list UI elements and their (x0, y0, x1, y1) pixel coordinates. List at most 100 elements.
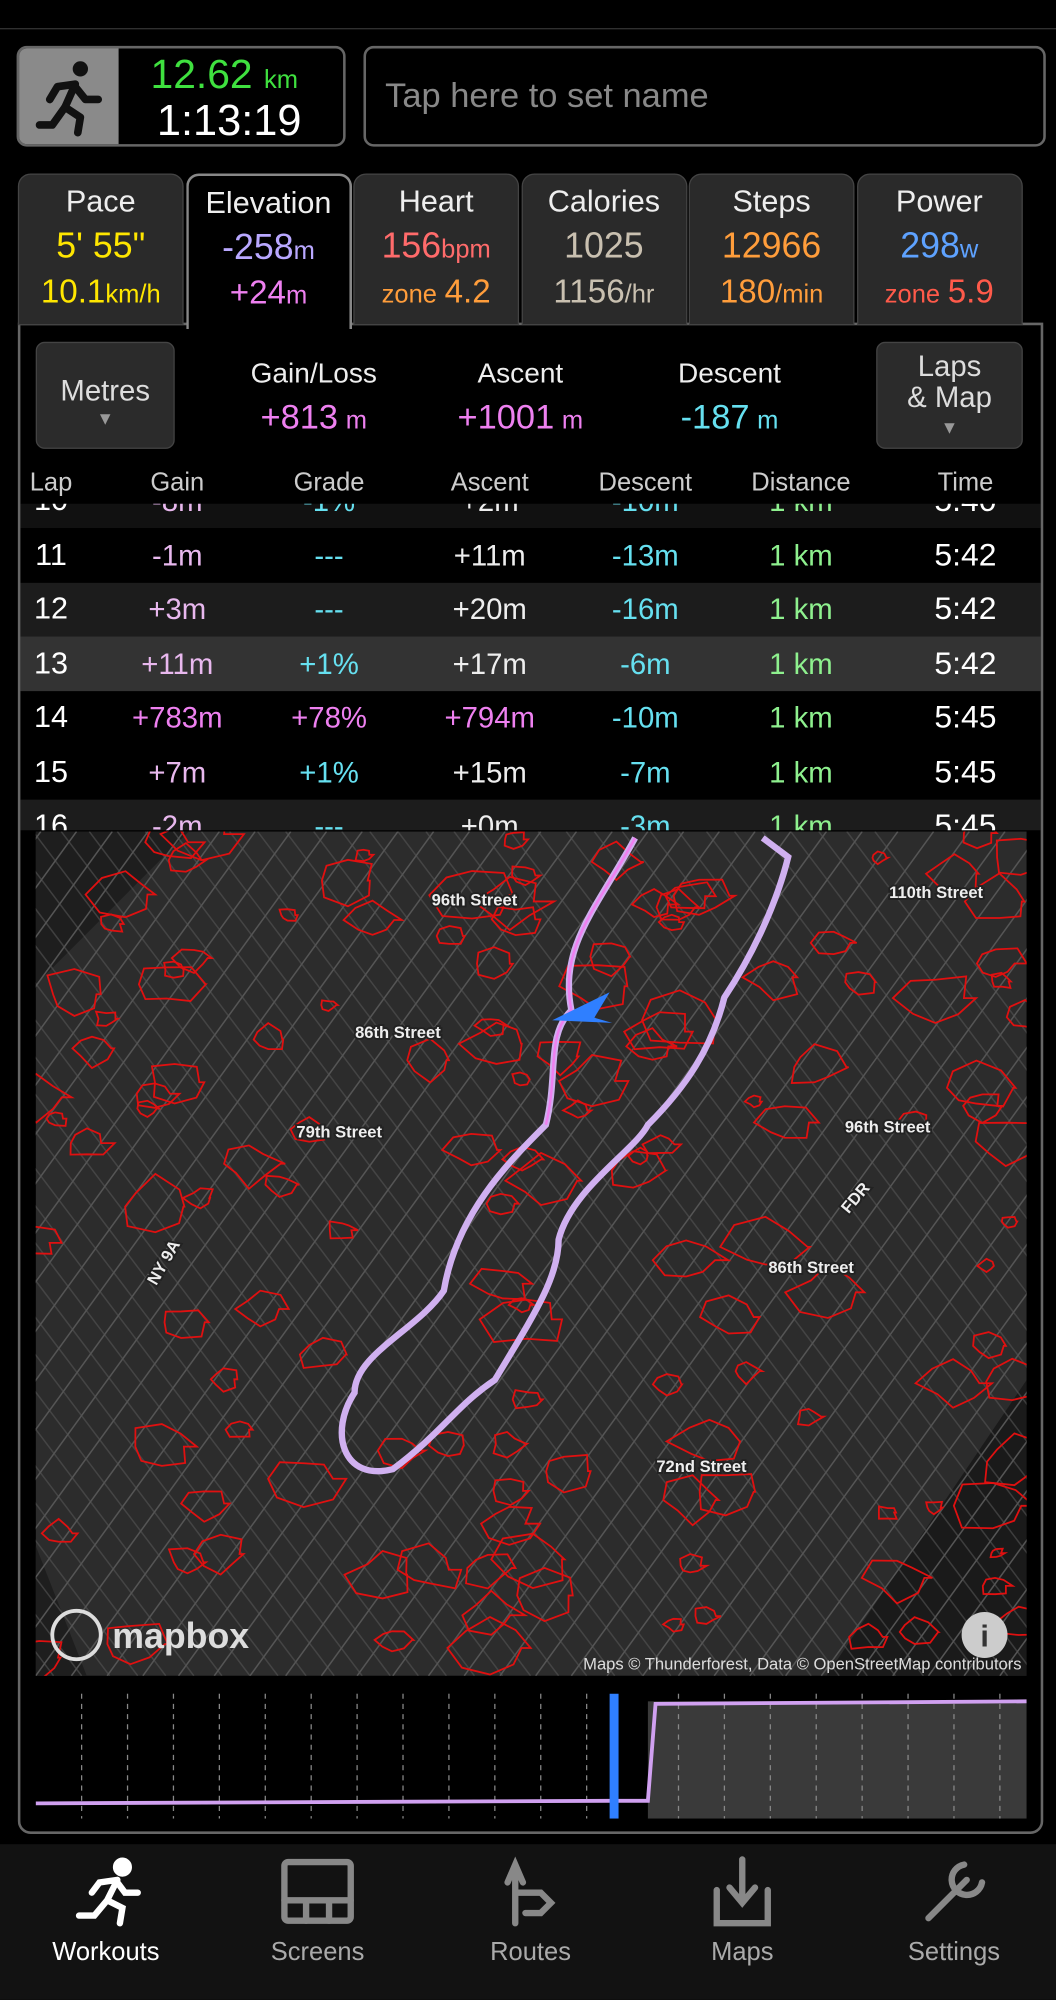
tab-bar-label[interactable]: Settings (907, 1938, 1001, 1967)
table-cell: +11m (453, 538, 526, 572)
tab-bar-label[interactable]: Screens (270, 1938, 365, 1967)
column-header: Distance (751, 468, 851, 497)
table-cell: 1 km (769, 538, 833, 572)
column-header: Grade (293, 468, 365, 497)
tab-bar-label[interactable]: Routes (490, 1938, 571, 1967)
metric-tab[interactable]: Steps 12966 180/min (688, 173, 855, 326)
table-cell: -10m (612, 504, 679, 519)
stat-value-line: +813 m (199, 398, 429, 438)
table-cell: +794m (444, 700, 535, 734)
table-row[interactable] (20, 636, 1041, 691)
map-label: 72nd Street (656, 1457, 747, 1476)
metric-tab[interactable]: Heart 156bpm zone 4.2 (353, 173, 520, 326)
table-cell: -2m (152, 809, 203, 831)
tab-value-line: 1025 (522, 226, 685, 267)
table-cell: -10m (611, 700, 679, 734)
tab-value-line: zone 5.9 (858, 272, 1021, 312)
tab-value: 298 (900, 225, 960, 266)
tab-value: 180 (719, 271, 776, 310)
tab-value-line: 12966 (690, 226, 853, 267)
stat-value: +1001 (457, 397, 555, 437)
column-header: Ascent (450, 468, 529, 497)
table-cell: 11 (35, 537, 67, 572)
stat: Ascent +1001 m (406, 357, 636, 437)
stat-value: +813 (260, 397, 339, 437)
tab-value: 12966 (721, 225, 822, 266)
metric-tab[interactable]: Elevation -258m +24m (185, 173, 352, 330)
table-row[interactable] (20, 745, 1041, 800)
metric-tab[interactable]: Calories 1025 1156/hr (520, 173, 687, 326)
table-row[interactable] (20, 690, 1041, 746)
map-label: 79th Street (296, 1123, 382, 1142)
table-cell: --- (314, 592, 344, 626)
stat-label: Ascent (477, 357, 564, 389)
stat-unit: m (757, 406, 779, 435)
tab-value: km/h (105, 280, 161, 309)
tab-bar-label[interactable]: Workouts (52, 1938, 160, 1967)
map-label: 96th Street (432, 891, 518, 910)
tab-value: w (959, 235, 979, 264)
name-field[interactable]: Tap here to set name (363, 45, 1046, 147)
table-cell: -16m (611, 592, 679, 626)
table-cell: 1 km (769, 809, 833, 831)
table-cell: +2m (461, 504, 519, 519)
map-label: 96th Street (845, 1118, 931, 1137)
table-cell: -13m (611, 538, 679, 572)
duration: 1:13:19 (156, 96, 302, 146)
laps-button[interactable]: Laps & Map ▼ (876, 341, 1023, 449)
table-cell: 5:45 (934, 753, 997, 790)
divider (0, 28, 1056, 30)
tab-value: m (293, 237, 315, 266)
tab-value: /hr (624, 280, 655, 309)
stat: Descent -187 m (615, 357, 845, 437)
tab-bar-label[interactable]: Maps (711, 1938, 774, 1967)
table-cell: 1 km (769, 700, 833, 734)
workout-summary[interactable]: 12.62 km 1:13:19 (16, 45, 346, 147)
stat-value-line: -187 m (615, 398, 845, 438)
table-cell: +7m (148, 755, 207, 789)
distance-unit: km (263, 66, 298, 95)
table-row[interactable] (20, 503, 1041, 529)
column-header: Gain (150, 468, 205, 497)
table-row[interactable] (20, 582, 1041, 637)
tab-value-line: 156bpm (355, 226, 518, 267)
tab-value-line: 10.1km/h (19, 272, 182, 312)
column-header: Lap (29, 468, 73, 497)
tab-label: Elevation (205, 186, 332, 221)
map-attribution: Maps © Thunderforest, Data © OpenStreetM… (583, 1654, 1021, 1673)
table-cell: +20m (452, 592, 527, 626)
table-cell: -3m (620, 809, 671, 831)
tab-value: 5.9 (947, 271, 994, 310)
tab-label: Heart (398, 184, 474, 220)
stat-value-line: +1001 m (406, 398, 636, 438)
tab-value: /min (775, 280, 824, 309)
map[interactable]: 96th Street 86th Street 79th Street 110t… (35, 831, 1027, 1676)
units-button[interactable]: Metres ▼ (35, 341, 175, 449)
tab-value-line: zone 4.2 (355, 272, 518, 312)
tab-bar (0, 1844, 1056, 2000)
table-cell: +17m (452, 646, 527, 680)
table-cell: -6m (620, 646, 671, 680)
table-cell: 5:40 (934, 504, 996, 520)
table-row[interactable] (20, 528, 1041, 583)
table-row[interactable] (20, 799, 1041, 831)
svg-text:i: i (980, 1619, 989, 1653)
table-cell: 15 (33, 754, 69, 789)
metric-tab[interactable]: Power 298w zone 5.9 (856, 173, 1023, 326)
name-placeholder: Tap here to set name (385, 76, 709, 115)
tab-value: zone (381, 280, 437, 309)
tab-value-line: 5' 55" (19, 226, 182, 267)
table-cell: 10 (34, 504, 68, 519)
metric-tab[interactable]: Pace 5' 55" 10.1km/h (17, 173, 184, 326)
map-logo: mapbox (112, 1616, 249, 1656)
table-cell: 12 (33, 591, 69, 627)
table-cell: 5:42 (934, 645, 997, 682)
table-cell: -1m (152, 538, 203, 572)
stat-label: Gain/Loss (250, 357, 377, 389)
tab-value: 156 (381, 225, 442, 266)
tab-value: 4.2 (444, 271, 491, 310)
tab-value: -258 (222, 227, 294, 267)
stat-label: Descent (678, 357, 781, 389)
table-cell: 5:42 (934, 591, 997, 627)
